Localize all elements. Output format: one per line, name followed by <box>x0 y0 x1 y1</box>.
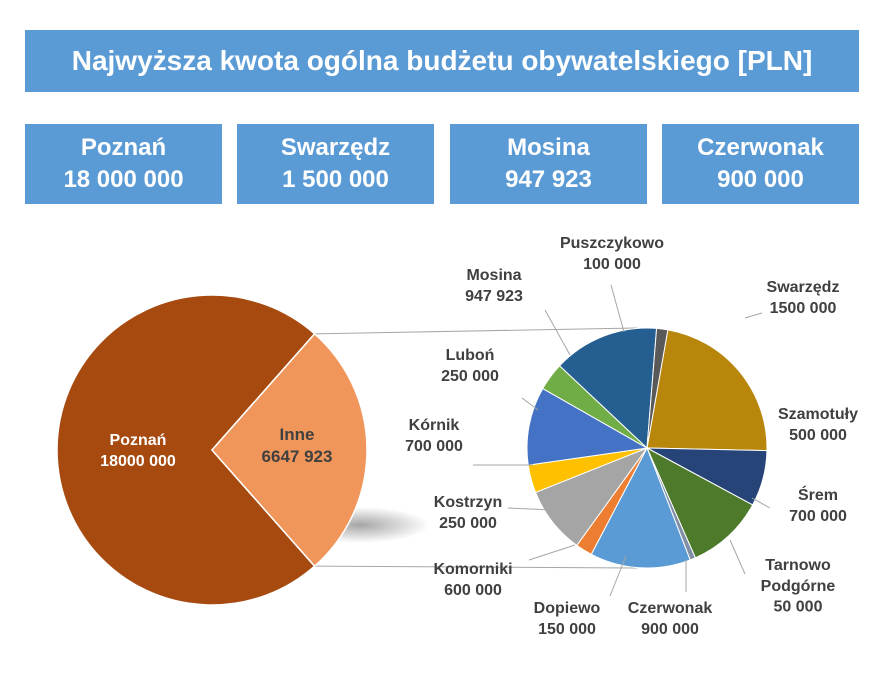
summary-box-mosina: Mosina 947 923 <box>450 124 647 204</box>
main-label-inne: Inne 6647 923 <box>262 425 333 466</box>
box-amount: 900 000 <box>717 166 804 193</box>
leader-line-tarnowo-podgorne <box>729 539 746 575</box>
secondary-label-szamotuly: Szamotuły 500 000 <box>778 406 858 444</box>
box-city-name: Poznań <box>80 134 167 161</box>
secondary-label-komorniki: Komorniki 600 000 <box>433 561 512 599</box>
secondary-label-dopiewo: Dopiewo 150 000 <box>534 600 601 638</box>
leader-line-kostrzyn <box>507 507 553 511</box>
box-amount: 947 923 <box>505 166 592 193</box>
main-slice-poznan <box>56 294 316 606</box>
secondary-slice-swarzedz <box>646 329 768 452</box>
secondary-label-puszczykowo: Puszczykowo 100 000 <box>560 235 664 273</box>
secondary-label-kostrzyn: Kostrzyn 250 000 <box>434 494 502 532</box>
chart-title: Najwyższa kwota ogólna budżetu obywatels… <box>25 30 859 92</box>
secondary-slice-mosina <box>558 327 658 450</box>
leader-line-dopiewo <box>609 555 627 597</box>
secondary-slice-srem <box>645 446 754 559</box>
secondary-label-mosina: Mosina 947 923 <box>465 267 523 305</box>
leader-line-puszczykowo <box>610 284 625 333</box>
secondary-slice-czerwonak <box>590 446 691 569</box>
secondary-label-srem: Śrem 700 000 <box>789 485 847 525</box>
box-amount: 1 500 000 <box>282 166 389 193</box>
leader-line-lubon <box>521 397 539 411</box>
connector-line-bottom <box>314 565 638 569</box>
box-city-name: Swarzędz <box>280 134 391 161</box>
summary-box-czerwonak: Czerwonak 900 000 <box>662 124 859 204</box>
leader-line-mosina <box>544 309 571 356</box>
box-city-name: Mosina <box>507 134 590 161</box>
secondary-label-swarzedz: Swarzędz 1500 000 <box>767 279 840 317</box>
box-city-name: Czerwonak <box>697 134 824 161</box>
box-amount: 18 000 000 <box>63 166 184 193</box>
leader-line-swarzedz <box>744 312 763 319</box>
summary-box-swarzedz: Swarzędz 1 500 000 <box>237 124 434 204</box>
connector-line-top <box>314 327 638 335</box>
secondary-label-kornik: Kórnik 700 000 <box>405 417 463 455</box>
leader-line-komorniki <box>528 544 576 561</box>
secondary-slice-puszczykowo <box>646 327 669 449</box>
secondary-label-czerwonak: Czerwonak 900 000 <box>628 600 713 638</box>
secondary-label-tarnowo-podgorne: Tarnowo Podgórne 50 000 <box>761 557 836 616</box>
secondary-slice-kornik <box>526 387 649 466</box>
leader-line-srem <box>751 497 771 509</box>
main-label-poznan: Poznań 18000 000 <box>100 432 176 470</box>
secondary-label-lubon: Luboń 250 000 <box>441 347 499 385</box>
summary-box-poznan: Poznań 18 000 000 <box>25 124 222 204</box>
main-slice-inne <box>210 332 368 568</box>
